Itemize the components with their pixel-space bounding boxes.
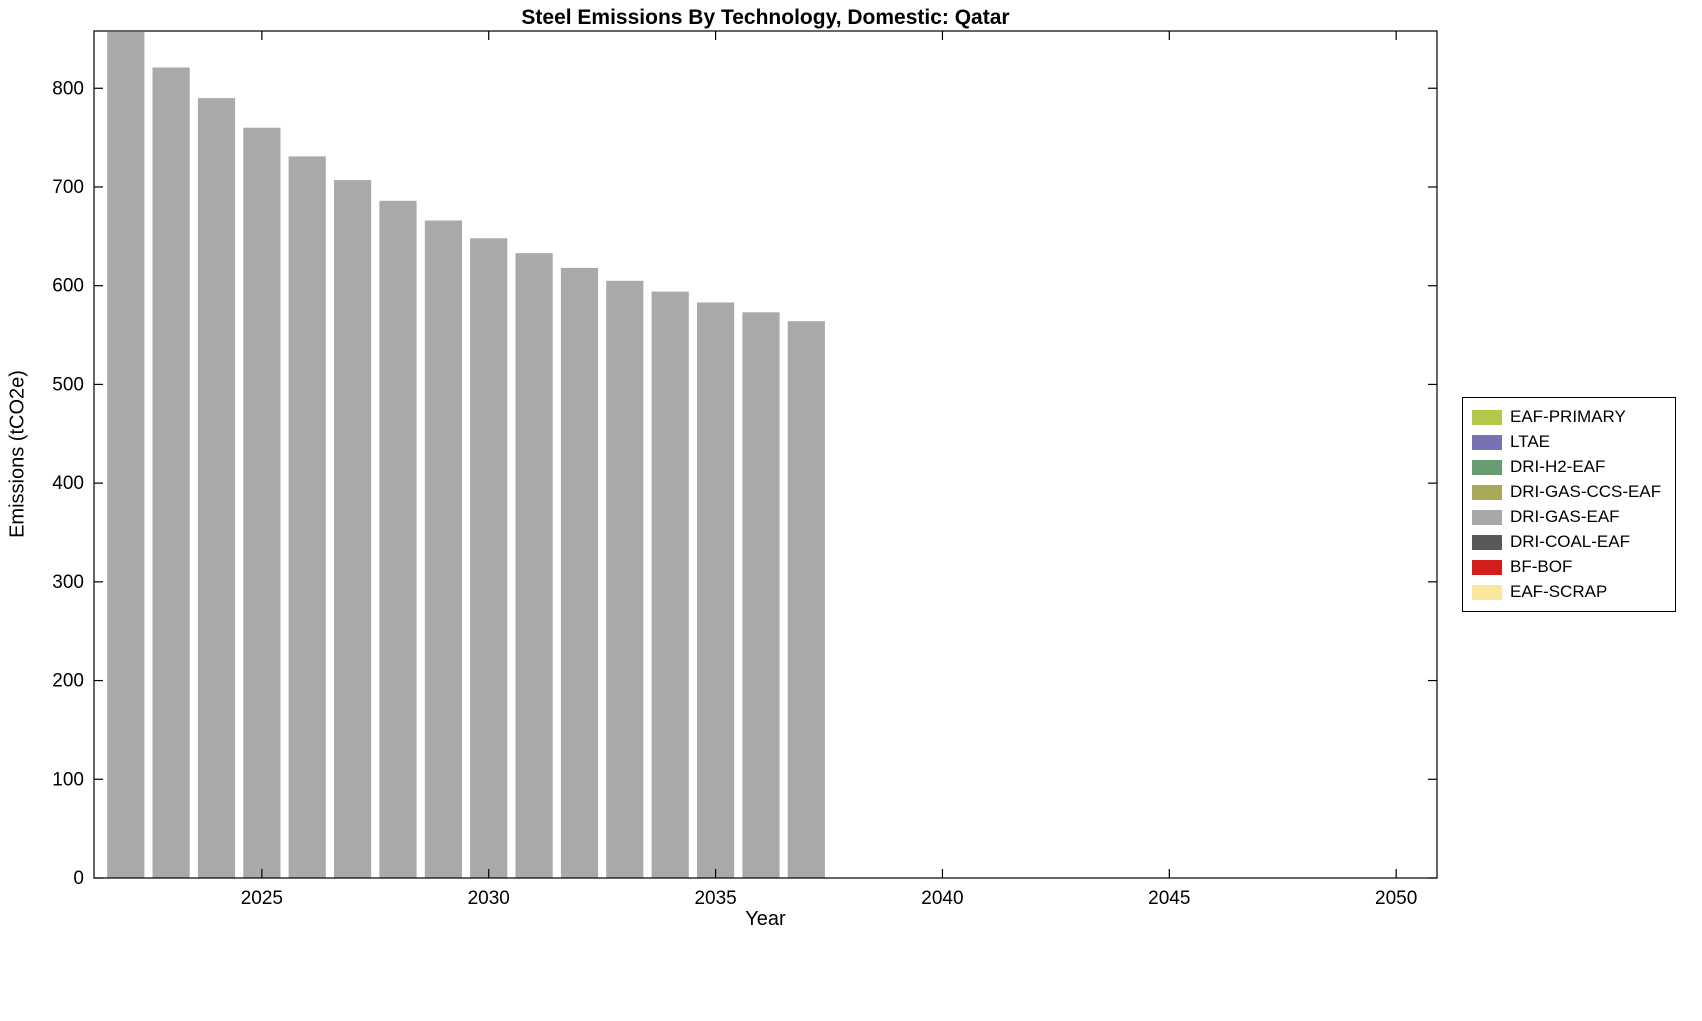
legend-label: LTAE bbox=[1510, 432, 1550, 451]
legend-swatch bbox=[1472, 534, 1502, 550]
legend-swatch bbox=[1472, 559, 1502, 575]
chart-title: Steel Emissions By Technology, Domestic:… bbox=[521, 6, 1010, 29]
legend-swatch bbox=[1472, 509, 1502, 525]
legend-item-dri-coal-eaf: DRI-COAL-EAF bbox=[1472, 532, 1661, 552]
legend-label: DRI-H2-EAF bbox=[1510, 457, 1606, 476]
bar-2023 bbox=[152, 67, 190, 878]
x-tick-label: 2040 bbox=[921, 888, 963, 909]
legend: EAF-PRIMARY LTAE DRI-H2-EAF DRI-GAS-CCS-EAF… bbox=[1462, 397, 1677, 612]
legend-swatch bbox=[1472, 584, 1502, 600]
legend-item-dri-h2-eaf: DRI-H2-EAF bbox=[1472, 457, 1661, 477]
legend-item-eaf-primary: EAF-PRIMARY bbox=[1472, 407, 1661, 427]
bar-2022 bbox=[107, 32, 145, 878]
y-tick-label: 500 bbox=[52, 374, 84, 395]
legend-item-dri-gas-eaf: DRI-GAS-EAF bbox=[1472, 507, 1661, 527]
bar-2024 bbox=[197, 98, 236, 879]
bar-2032 bbox=[560, 267, 599, 878]
bar-2031 bbox=[515, 253, 553, 879]
x-tick-label: 2045 bbox=[1148, 888, 1190, 909]
legend-swatch bbox=[1472, 434, 1502, 450]
x-tick-label: 2050 bbox=[1375, 888, 1417, 909]
bar-2029 bbox=[424, 220, 462, 878]
x-tick-label: 2030 bbox=[468, 888, 510, 909]
legend-swatch bbox=[1472, 459, 1502, 475]
legend-label: EAF-SCRAP bbox=[1510, 582, 1608, 601]
legend-label: EAF-PRIMARY bbox=[1510, 407, 1626, 426]
legend-item-dri-gas-ccs-eaf: DRI-GAS-CCS-EAF bbox=[1472, 482, 1661, 502]
x-axis-label: Year bbox=[745, 908, 786, 930]
legend-item-eaf-scrap: EAF-SCRAP bbox=[1472, 582, 1661, 602]
legend-item-ltae: LTAE bbox=[1472, 432, 1661, 452]
y-tick-label: 600 bbox=[52, 276, 84, 297]
bar-2030 bbox=[470, 238, 508, 879]
y-tick-label: 300 bbox=[52, 572, 84, 593]
y-tick-label: 700 bbox=[52, 177, 84, 198]
axes-box bbox=[93, 30, 1438, 879]
legend-swatch bbox=[1472, 409, 1502, 425]
bar-2028 bbox=[379, 200, 417, 879]
legend-label: BF-BOF bbox=[1510, 557, 1573, 576]
y-axis-label: Emissions (tCO2e) bbox=[6, 370, 29, 538]
x-tick-label: 2025 bbox=[241, 888, 283, 909]
x-tick-label: 2035 bbox=[694, 888, 736, 909]
legend-label: DRI-GAS-CCS-EAF bbox=[1510, 482, 1662, 501]
legend-item-bf-bof: BF-BOF bbox=[1472, 557, 1661, 577]
bar-2036 bbox=[742, 312, 780, 878]
bar-2033 bbox=[606, 280, 644, 878]
legend-label: DRI-COAL-EAF bbox=[1510, 532, 1630, 551]
y-tick-label: 800 bbox=[52, 78, 84, 99]
y-tick-label: 0 bbox=[73, 868, 84, 889]
bar-2027 bbox=[334, 180, 372, 879]
bar-2034 bbox=[651, 291, 689, 879]
legend-swatch bbox=[1472, 484, 1502, 500]
bar-2037 bbox=[787, 321, 825, 878]
bar-2026 bbox=[288, 156, 326, 878]
legend-label: DRI-GAS-EAF bbox=[1510, 507, 1620, 526]
y-tick-label: 200 bbox=[52, 671, 84, 692]
y-tick-label: 100 bbox=[52, 769, 84, 790]
bar-2035 bbox=[697, 302, 735, 878]
y-tick-label: 400 bbox=[52, 473, 84, 494]
bar-2025 bbox=[243, 127, 281, 878]
